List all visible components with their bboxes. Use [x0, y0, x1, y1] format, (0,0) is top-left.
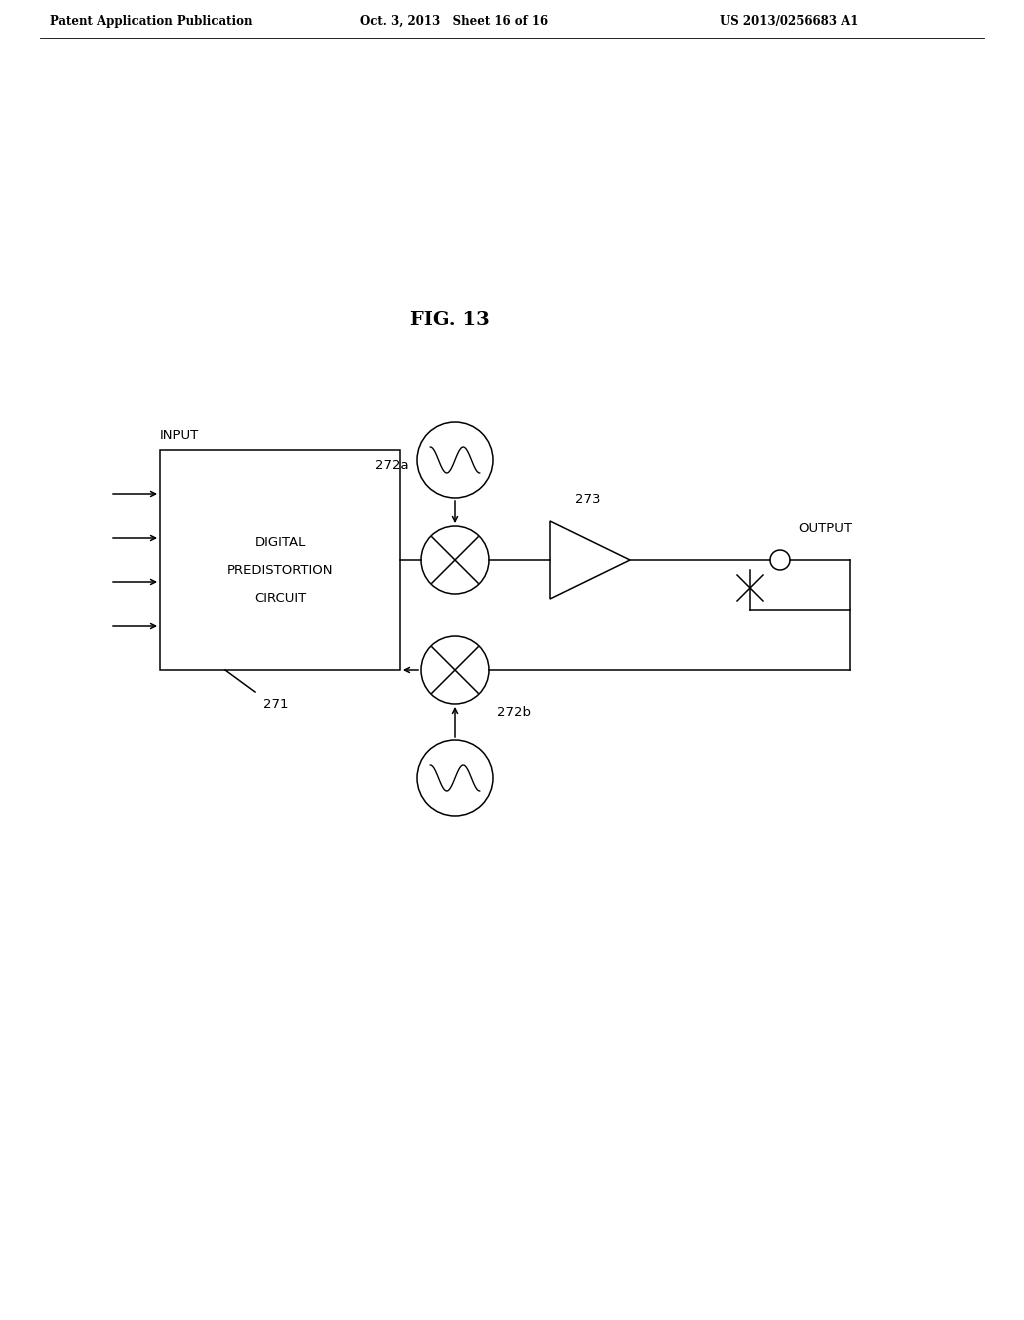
Text: Oct. 3, 2013   Sheet 16 of 16: Oct. 3, 2013 Sheet 16 of 16 [360, 15, 548, 28]
Text: 272b: 272b [497, 705, 531, 718]
Text: INPUT: INPUT [160, 429, 200, 442]
Text: OUTPUT: OUTPUT [798, 521, 852, 535]
Text: CIRCUIT: CIRCUIT [254, 591, 306, 605]
Text: Patent Application Publication: Patent Application Publication [50, 15, 253, 28]
Text: 271: 271 [263, 698, 289, 711]
Bar [160, 450, 400, 671]
Text: 273: 273 [575, 492, 600, 506]
Text: FIG. 13: FIG. 13 [411, 312, 489, 329]
Text: 272a: 272a [376, 458, 409, 471]
Text: PREDISTORTION: PREDISTORTION [226, 564, 333, 577]
Text: DIGITAL: DIGITAL [254, 536, 306, 549]
Text: US 2013/0256683 A1: US 2013/0256683 A1 [720, 15, 858, 28]
